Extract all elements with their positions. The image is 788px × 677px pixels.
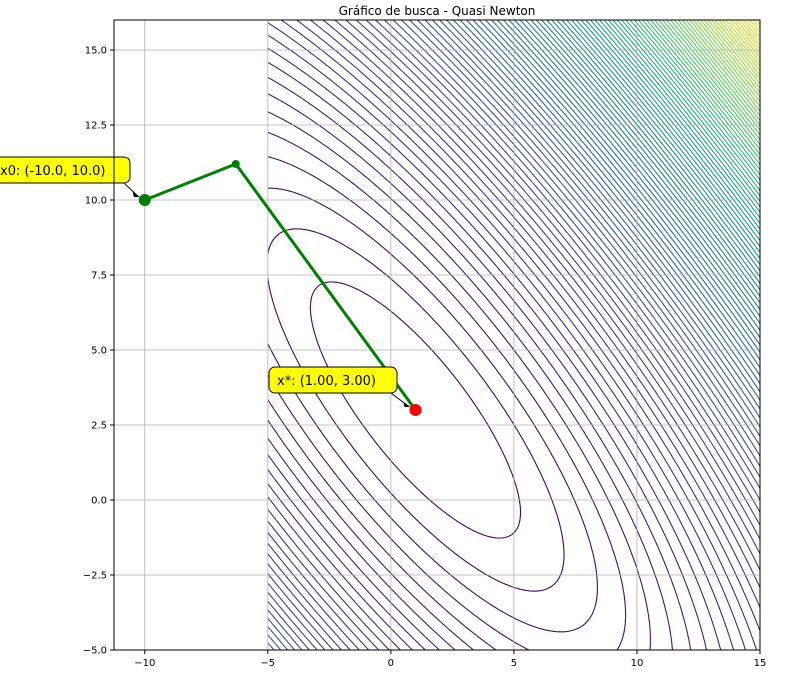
contour-line bbox=[551, 20, 760, 278]
contour-line bbox=[725, 20, 760, 63]
contour-line bbox=[732, 20, 760, 54]
contour-line bbox=[519, 20, 760, 317]
contour-line bbox=[267, 61, 722, 650]
contour-line bbox=[629, 20, 760, 181]
start-annotation-box bbox=[0, 156, 131, 184]
chart-title: Gráfico de busca - Quasi Newton bbox=[339, 4, 536, 18]
contour-line bbox=[267, 93, 692, 650]
contour-line bbox=[309, 281, 522, 539]
contour-line bbox=[670, 20, 760, 131]
y-tick-label: 10.0 bbox=[85, 196, 107, 207]
x-tick-label: 5 bbox=[511, 658, 517, 669]
contour-line bbox=[267, 34, 747, 650]
contour-line bbox=[616, 20, 760, 197]
end-annotation-box bbox=[268, 366, 398, 394]
y-tick-label: −2.5 bbox=[83, 571, 107, 582]
x-tick-label: 0 bbox=[388, 658, 394, 669]
contour-line bbox=[267, 20, 760, 650]
contour-line bbox=[608, 20, 760, 208]
contour-line bbox=[267, 111, 673, 650]
contour-line bbox=[267, 76, 708, 650]
contour-line bbox=[267, 131, 651, 650]
contour-line bbox=[267, 20, 760, 650]
contour-line bbox=[267, 20, 760, 650]
contour-line bbox=[267, 20, 760, 650]
contour-line bbox=[704, 20, 760, 89]
x-tick-label: −5 bbox=[260, 658, 275, 669]
contour-line bbox=[714, 20, 760, 76]
contour-line bbox=[638, 20, 760, 170]
search-path bbox=[138, 160, 422, 416]
contour-line bbox=[711, 20, 760, 80]
y-tick-label: 2.5 bbox=[91, 421, 107, 432]
contour-line bbox=[566, 20, 760, 259]
contour-line bbox=[267, 20, 760, 650]
start-point-marker bbox=[138, 194, 151, 206]
contour-line bbox=[752, 20, 760, 29]
contour-line bbox=[650, 20, 760, 155]
contour-line bbox=[666, 20, 760, 136]
contour-line bbox=[431, 20, 760, 428]
y-tick-label: 5.0 bbox=[91, 346, 107, 357]
contour-line bbox=[590, 20, 760, 230]
end-annotation-arrow-head bbox=[403, 402, 411, 407]
contour-line bbox=[625, 20, 760, 186]
contour-line bbox=[459, 20, 760, 393]
contour-line bbox=[267, 22, 758, 650]
x-tick-label: 15 bbox=[754, 658, 767, 669]
contour-line bbox=[677, 20, 760, 121]
contour-line bbox=[267, 47, 735, 650]
contour-line bbox=[267, 20, 760, 650]
start-annotation-arrow-head bbox=[132, 192, 140, 197]
contour-line bbox=[453, 20, 760, 401]
contour-line bbox=[742, 20, 760, 41]
contour-line bbox=[502, 20, 760, 338]
contour-line bbox=[654, 20, 760, 150]
contour-line bbox=[746, 20, 760, 37]
contour-line bbox=[585, 20, 760, 236]
contour-line bbox=[633, 20, 760, 176]
contour-line bbox=[267, 20, 760, 650]
contour-line bbox=[621, 20, 760, 191]
annotations: x0: (-10.0, 10.0) x*: (1.00, 3.00) bbox=[0, 156, 411, 408]
contour-line bbox=[689, 20, 760, 107]
y-tick-label: 7.5 bbox=[91, 271, 107, 282]
plot-frame bbox=[113, 19, 761, 651]
contour-line bbox=[267, 156, 627, 650]
end-annotation-label: x*: (1.00, 3.00) bbox=[277, 374, 376, 389]
y-tick-label: 0.0 bbox=[91, 496, 107, 507]
contour-line bbox=[267, 20, 760, 650]
y-tick-label: 15.0 bbox=[85, 46, 107, 57]
contour-line bbox=[721, 20, 760, 67]
contour-line bbox=[267, 20, 760, 650]
contour-line bbox=[267, 20, 760, 650]
y-axis: −5.0 −2.5 0.0 2.5 5.0 7.5 10.0 12.5 15.0 bbox=[83, 46, 114, 657]
contour-line bbox=[267, 20, 760, 650]
contour-line bbox=[749, 20, 760, 33]
start-annotation-label: x0: (-10.0, 10.0) bbox=[0, 164, 105, 179]
x-tick-label: −10 bbox=[134, 658, 155, 669]
y-tick-label: −5.0 bbox=[83, 646, 107, 657]
contour-line bbox=[685, 20, 760, 112]
grid-lines bbox=[114, 20, 761, 651]
y-tick-label: 12.5 bbox=[85, 121, 107, 132]
x-tick-label: 10 bbox=[631, 658, 644, 669]
contour-line bbox=[267, 20, 760, 650]
contour-line bbox=[267, 20, 760, 650]
contour-line bbox=[496, 20, 760, 346]
end-point-marker bbox=[409, 404, 422, 416]
search-path-point bbox=[231, 160, 240, 168]
x-axis: −10 −5 0 5 10 15 bbox=[134, 650, 766, 669]
